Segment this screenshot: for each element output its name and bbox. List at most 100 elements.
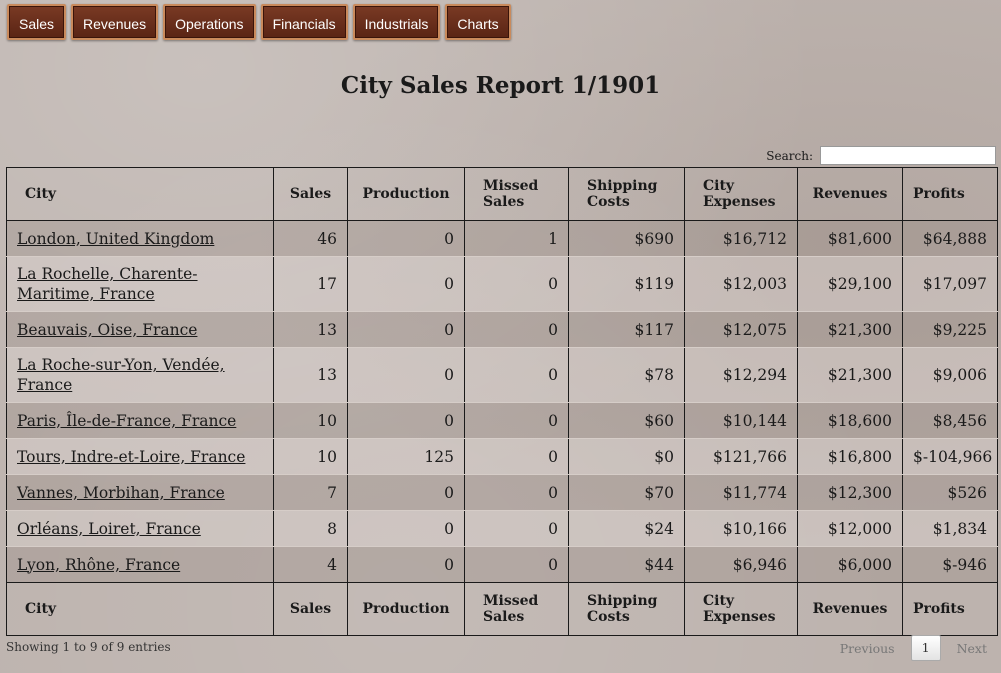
table-row: Paris, Île-de-France, France 10 0 0 $60 … — [6, 402, 998, 439]
cell-city-expenses: $121,766 — [684, 438, 798, 475]
table-row: Tours, Indre-et-Loire, France 10 125 0 $… — [6, 438, 998, 475]
cell-production: 0 — [347, 220, 465, 257]
cell-profits: $9,225 — [902, 311, 998, 348]
cell-revenues: $21,300 — [797, 347, 903, 403]
footer-header-city-expenses: City Expenses — [684, 582, 798, 636]
table-row: Beauvais, Oise, France 13 0 0 $117 $12,0… — [6, 311, 998, 348]
cell-revenues: $81,600 — [797, 220, 903, 257]
nav-financials-button[interactable]: Financials — [260, 4, 348, 40]
cell-city-expenses: $11,774 — [684, 474, 798, 511]
footer-header-shipping-costs: Shipping Costs — [568, 582, 685, 636]
column-header-shipping-costs[interactable]: Shipping Costs — [568, 167, 685, 221]
city-link[interactable]: Orléans, Loiret, France — [17, 519, 201, 538]
table-row: Orléans, Loiret, France 8 0 0 $24 $10,16… — [6, 510, 998, 547]
nav-revenues-button[interactable]: Revenues — [71, 4, 159, 40]
cell-city: Lyon, Rhône, France — [6, 546, 274, 583]
cell-revenues: $12,300 — [797, 474, 903, 511]
table-row: La Roche-sur-Yon, Vendée, France 13 0 0 … — [6, 347, 998, 403]
cell-profits: $64,888 — [902, 220, 998, 257]
footer-header-revenues: Revenues — [797, 582, 903, 636]
column-header-missed-sales[interactable]: Missed Sales — [464, 167, 569, 221]
cell-production: 0 — [347, 546, 465, 583]
cell-sales: 10 — [273, 438, 348, 475]
nav-sales-button[interactable]: Sales — [7, 4, 67, 40]
city-link[interactable]: Vannes, Morbihan, France — [17, 483, 225, 502]
city-link[interactable]: Lyon, Rhône, France — [17, 555, 181, 574]
cell-sales: 17 — [273, 256, 348, 312]
cell-city: Vannes, Morbihan, France — [6, 474, 274, 511]
table-row: La Rochelle, Charente-Maritime, France 1… — [6, 256, 998, 312]
cell-production: 0 — [347, 510, 465, 547]
cell-shipping-costs: $0 — [568, 438, 685, 475]
cell-profits: $526 — [902, 474, 998, 511]
cell-city-expenses: $6,946 — [684, 546, 798, 583]
cell-shipping-costs: $119 — [568, 256, 685, 312]
pagination: Previous 1 Next — [830, 635, 997, 661]
footer-header-sales: Sales — [273, 582, 348, 636]
cell-missed-sales: 0 — [464, 347, 569, 403]
footer-header-city: City — [6, 582, 274, 636]
cell-profits: $-946 — [902, 546, 998, 583]
cell-missed-sales: 0 — [464, 474, 569, 511]
cell-city: Tours, Indre-et-Loire, France — [6, 438, 274, 475]
cell-city-expenses: $10,166 — [684, 510, 798, 547]
cell-production: 0 — [347, 311, 465, 348]
cell-profits: $17,097 — [902, 256, 998, 312]
table-row: London, United Kingdom 46 0 1 $690 $16,7… — [6, 220, 998, 257]
city-link[interactable]: La Rochelle, Charente-Maritime, France — [17, 265, 198, 303]
table-header-row: City Sales Production Missed Sales Shipp… — [6, 167, 998, 221]
cell-sales: 13 — [273, 347, 348, 403]
city-link[interactable]: Tours, Indre-et-Loire, France — [17, 447, 246, 466]
cell-shipping-costs: $24 — [568, 510, 685, 547]
column-header-production[interactable]: Production — [347, 167, 465, 221]
column-header-city-expenses[interactable]: City Expenses — [684, 167, 798, 221]
cell-profits: $9,006 — [902, 347, 998, 403]
column-header-city[interactable]: City — [6, 167, 274, 221]
cell-sales: 8 — [273, 510, 348, 547]
cell-missed-sales: 0 — [464, 438, 569, 475]
cell-shipping-costs: $78 — [568, 347, 685, 403]
cell-revenues: $6,000 — [797, 546, 903, 583]
cell-missed-sales: 0 — [464, 256, 569, 312]
cell-revenues: $12,000 — [797, 510, 903, 547]
cell-missed-sales: 0 — [464, 402, 569, 439]
cell-profits: $8,456 — [902, 402, 998, 439]
nav-charts-button[interactable]: Charts — [445, 4, 511, 40]
cell-revenues: $21,300 — [797, 311, 903, 348]
city-link[interactable]: Paris, Île-de-France, France — [17, 411, 237, 430]
column-header-profits[interactable]: Profits — [902, 167, 998, 221]
footer-header-profits: Profits — [902, 582, 998, 636]
cell-shipping-costs: $44 — [568, 546, 685, 583]
city-link[interactable]: Beauvais, Oise, France — [17, 320, 198, 339]
page-1-button[interactable]: 1 — [910, 635, 941, 661]
cell-revenues: $29,100 — [797, 256, 903, 312]
cell-revenues: $16,800 — [797, 438, 903, 475]
cell-sales: 13 — [273, 311, 348, 348]
cell-city: Orléans, Loiret, France — [6, 510, 274, 547]
nav-industrials-button[interactable]: Industrials — [352, 4, 441, 40]
cell-city-expenses: $16,712 — [684, 220, 798, 257]
table-info: Showing 1 to 9 of 9 entries — [6, 640, 171, 654]
column-header-revenues[interactable]: Revenues — [797, 167, 903, 221]
cell-city: Beauvais, Oise, France — [6, 311, 274, 348]
column-header-sales[interactable]: Sales — [273, 167, 348, 221]
cell-production: 125 — [347, 438, 465, 475]
cell-city-expenses: $12,294 — [684, 347, 798, 403]
page-title: City Sales Report 1/1901 — [340, 72, 661, 99]
cell-production: 0 — [347, 402, 465, 439]
next-page-button[interactable]: Next — [956, 640, 987, 656]
cell-sales: 46 — [273, 220, 348, 257]
city-sales-table: City Sales Production Missed Sales Shipp… — [6, 167, 998, 636]
nav-operations-button[interactable]: Operations — [163, 4, 256, 40]
city-link[interactable]: London, United Kingdom — [17, 229, 215, 248]
cell-city-expenses: $12,003 — [684, 256, 798, 312]
cell-shipping-costs: $60 — [568, 402, 685, 439]
city-link[interactable]: La Roche-sur-Yon, Vendée, France — [17, 356, 225, 394]
cell-missed-sales: 1 — [464, 220, 569, 257]
search-input[interactable] — [820, 146, 996, 165]
search-label: Search: — [766, 148, 813, 163]
cell-production: 0 — [347, 256, 465, 312]
cell-city-expenses: $12,075 — [684, 311, 798, 348]
previous-page-button[interactable]: Previous — [839, 640, 895, 656]
cell-missed-sales: 0 — [464, 311, 569, 348]
